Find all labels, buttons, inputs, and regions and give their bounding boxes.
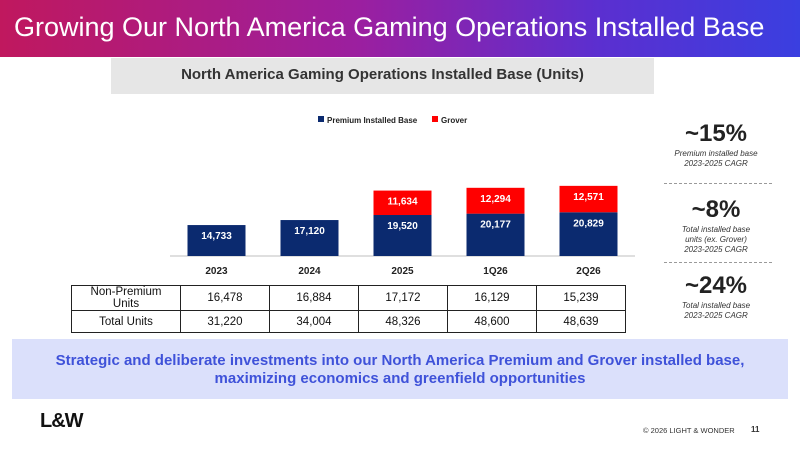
callout-box: Strategic and deliberate investments int… xyxy=(12,339,788,399)
table-row: Total Units 31,220 34,004 48,326 48,600 … xyxy=(71,310,626,333)
metric-desc-line: Total installed base xyxy=(681,301,751,310)
table-cell: 31,220 xyxy=(180,310,270,333)
metric-total-cagr: ~24% Total installed base 2023-2025 CAGR xyxy=(664,273,768,321)
metric-desc-line: 2023-2025 CAGR xyxy=(684,159,748,168)
data-label: 19,520 xyxy=(387,221,418,232)
title-banner: Growing Our North America Gaming Operati… xyxy=(0,0,800,57)
metric-desc-line: units (ex. Grover) xyxy=(685,235,747,244)
metric-desc-line: 2023-2025 CAGR xyxy=(684,245,748,254)
bar-grover xyxy=(466,187,525,214)
table-cell: 48,326 xyxy=(358,310,448,333)
data-label: 12,294 xyxy=(480,194,511,205)
data-label: 20,177 xyxy=(480,220,511,231)
table-cell: 48,639 xyxy=(536,310,626,333)
x-tick-label: 2023 xyxy=(205,266,228,277)
data-label: 12,571 xyxy=(573,192,604,203)
legend-label: Grover xyxy=(441,116,467,125)
metric-desc-line: Total installed base xyxy=(681,225,751,234)
row-label: Non-Premium Units xyxy=(71,285,181,311)
metric-description: Premium installed base 2023-2025 CAGR xyxy=(664,149,768,169)
x-tick-label: 2Q26 xyxy=(576,266,601,277)
legend-label: Premium Installed Base xyxy=(327,116,418,125)
company-logo: L&W xyxy=(40,410,84,432)
stacked-bar-chart: Premium Installed Base Grover 14,733 2023 17… xyxy=(170,116,635,277)
callout-text: Strategic and deliberate investments int… xyxy=(55,352,745,387)
table-cell: 34,004 xyxy=(269,310,359,333)
table-cell: 16,478 xyxy=(180,285,270,311)
x-tick-label: 1Q26 xyxy=(483,266,508,277)
x-tick-label: 2025 xyxy=(391,266,414,277)
slide-title: Growing Our North America Gaming Operati… xyxy=(14,12,765,42)
data-label: 17,120 xyxy=(294,226,325,237)
bar-premium xyxy=(187,225,246,256)
divider xyxy=(664,183,772,184)
row-label: Total Units xyxy=(71,310,181,333)
table-cell: 17,172 xyxy=(358,285,448,311)
bar-premium xyxy=(466,213,525,256)
bar-premium xyxy=(280,220,339,256)
divider xyxy=(664,262,772,263)
metric-premium-cagr: ~15% Premium installed base 2023-2025 CA… xyxy=(664,121,768,169)
bar-premium xyxy=(559,212,618,256)
metric-description: Total installed base 2023-2025 CAGR xyxy=(664,301,768,321)
table-cell: 15,239 xyxy=(536,285,626,311)
bar-premium xyxy=(373,215,432,256)
bar-grover xyxy=(559,185,618,213)
table-cell: 16,129 xyxy=(447,285,537,311)
chart-title-box: North America Gaming Operations Installe… xyxy=(111,58,654,94)
table-cell: 48,600 xyxy=(447,310,537,333)
data-label: 20,829 xyxy=(573,218,604,229)
table-cell: 16,884 xyxy=(269,285,359,311)
metric-value: ~15% xyxy=(684,120,748,147)
table-row: Non-Premium Units 16,478 16,884 17,172 1… xyxy=(71,285,626,311)
metric-value: ~24% xyxy=(684,272,748,299)
metric-desc-line: 2023-2025 CAGR xyxy=(684,311,748,320)
legend-swatch xyxy=(432,116,438,122)
metric-desc-line: Premium installed base xyxy=(674,149,758,158)
metric-total-ex-grover-cagr: ~8% Total installed base units (ex. Grov… xyxy=(664,197,768,255)
bar-grover xyxy=(373,190,432,216)
data-label: 14,733 xyxy=(201,231,232,242)
page-number: 11 xyxy=(751,425,760,434)
chart-title: North America Gaming Operations Installe… xyxy=(181,66,584,83)
units-table: Non-Premium Units 16,478 16,884 17,172 1… xyxy=(71,285,626,333)
legend-swatch xyxy=(318,116,324,122)
x-tick-label: 2024 xyxy=(298,266,321,277)
data-label: 11,634 xyxy=(387,197,417,208)
copyright: © 2026 LIGHT & WONDER xyxy=(643,426,735,435)
metric-description: Total installed base units (ex. Grover) … xyxy=(664,225,768,255)
metric-value: ~8% xyxy=(691,196,741,223)
